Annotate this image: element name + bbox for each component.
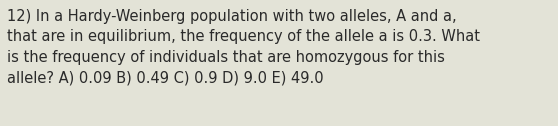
Text: 12) In a Hardy-Weinberg population with two alleles, A and a,
that are in equili: 12) In a Hardy-Weinberg population with … xyxy=(7,9,480,85)
